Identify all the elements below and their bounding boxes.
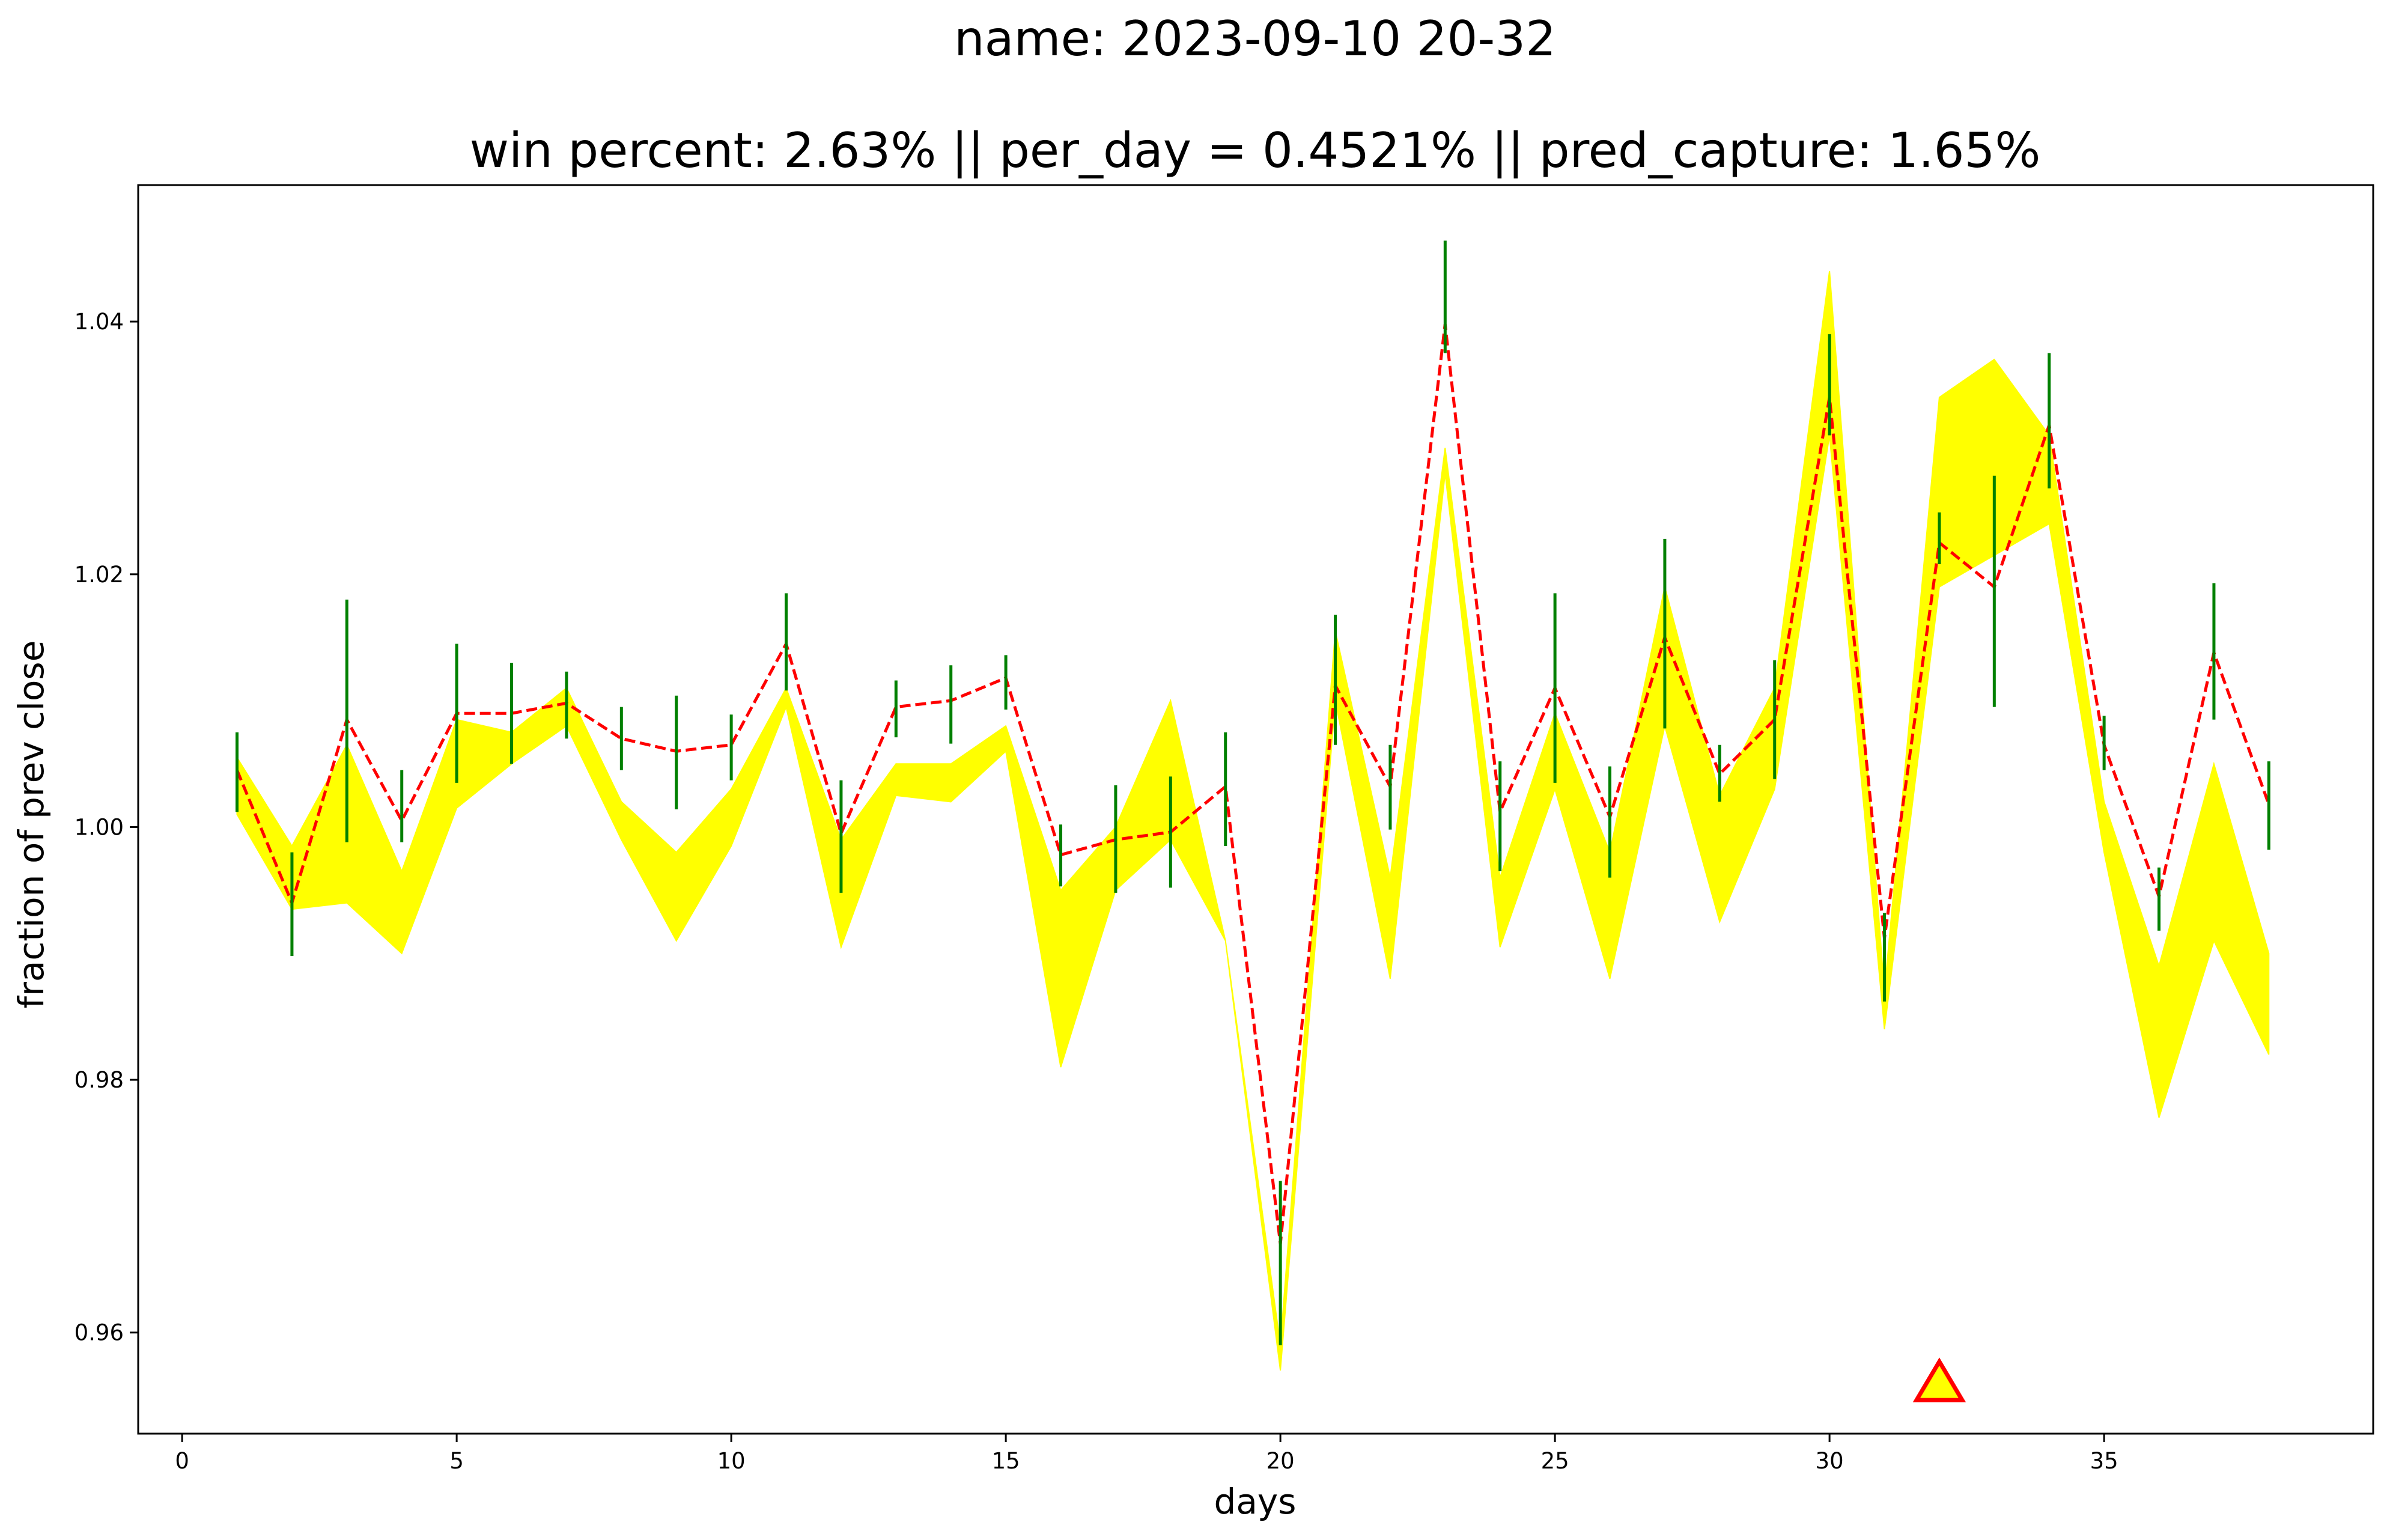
y-tick-label: 0.98 <box>74 1067 124 1093</box>
x-tick-label: 20 <box>1266 1448 1295 1474</box>
x-axis-label: days <box>1214 1481 1297 1522</box>
prediction-band <box>236 270 2270 1371</box>
x-axis: 0 5 10 15 20 25 30 35 <box>175 1434 2118 1474</box>
chart-subtitle: win percent: 2.63% || per_day = 0.4521% … <box>470 123 2041 179</box>
axes-frame <box>137 184 2374 1435</box>
y-tick-label: 1.04 <box>74 309 124 335</box>
chart-title: name: 2023-09-10 20-32 <box>954 11 1556 67</box>
x-tick-label: 25 <box>1541 1448 1569 1474</box>
x-tick-label: 5 <box>449 1448 464 1474</box>
x-tick-label: 30 <box>1816 1448 1844 1474</box>
triangle-marker <box>1912 1357 1966 1402</box>
y-axis-label: fraction of prev close <box>11 641 52 1009</box>
plot-area <box>236 240 2270 1402</box>
y-tick-label: 1.02 <box>74 562 124 588</box>
x-tick-label: 35 <box>2090 1448 2118 1474</box>
x-tick-label: 10 <box>717 1448 746 1474</box>
y-tick-label: 1.00 <box>74 814 124 840</box>
x-tick-label: 0 <box>175 1448 189 1474</box>
y-tick-label: 0.96 <box>74 1320 124 1346</box>
prediction-line <box>236 324 2270 1244</box>
y-axis: 0.96 0.98 1.00 1.02 1.04 <box>74 309 138 1346</box>
x-tick-label: 15 <box>992 1448 1020 1474</box>
